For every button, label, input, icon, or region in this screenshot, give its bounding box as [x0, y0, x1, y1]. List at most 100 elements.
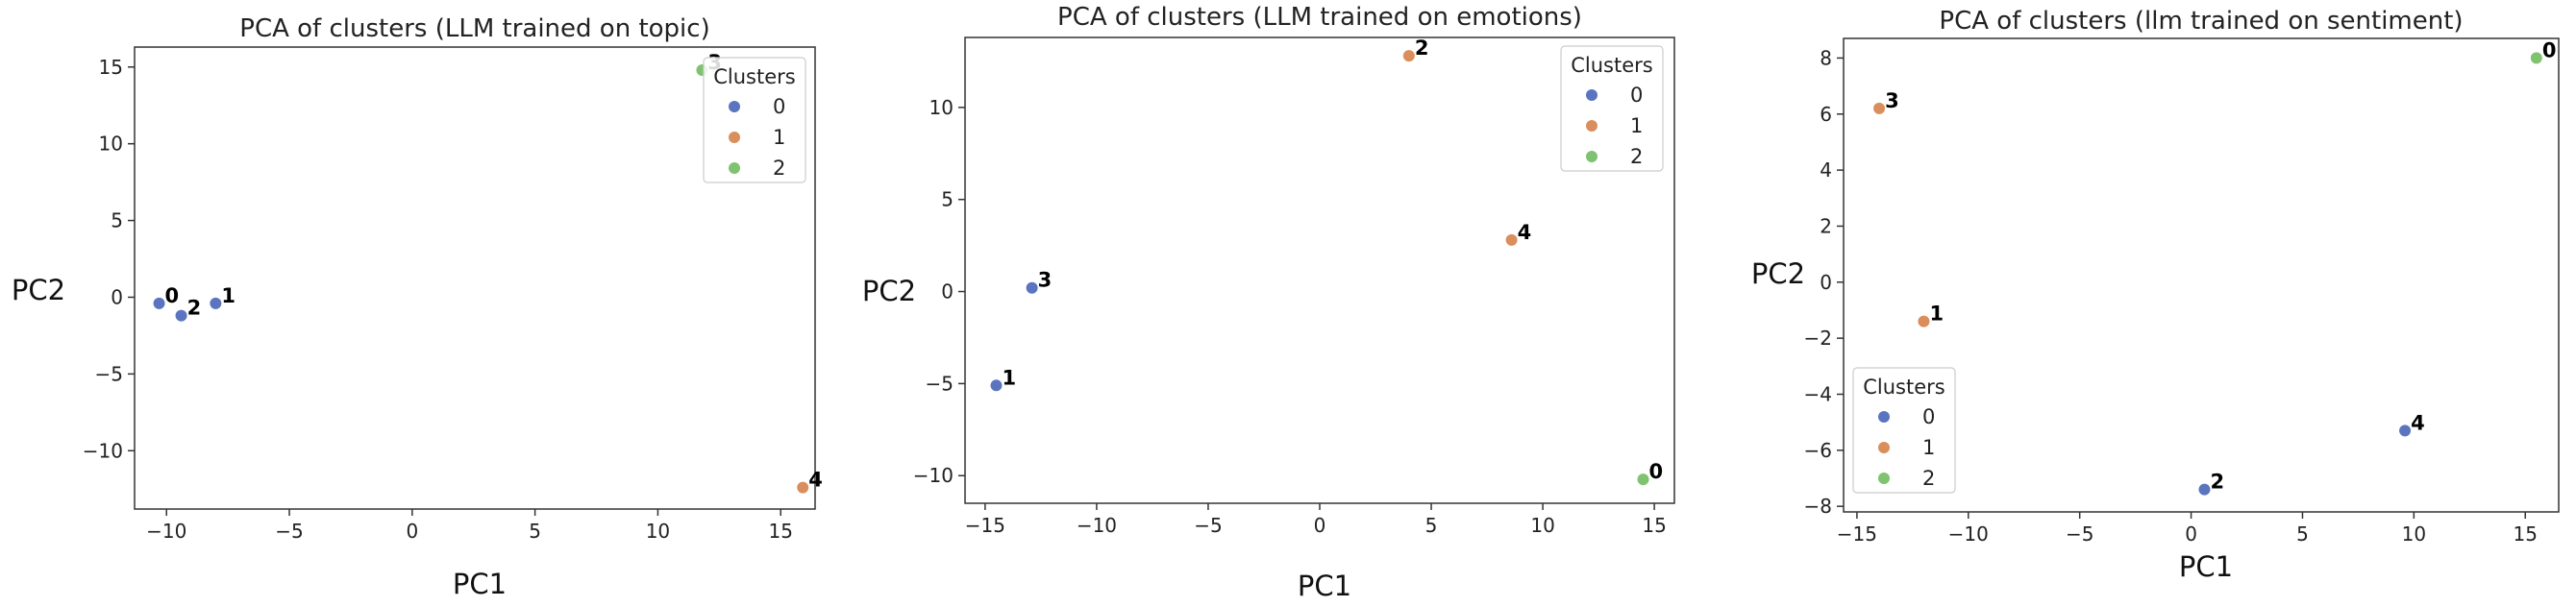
legend-box: [1560, 45, 1664, 172]
point-label: 0: [165, 284, 180, 307]
y-tick-label: 6: [1820, 103, 1832, 126]
legend-marker: [729, 101, 740, 112]
legend-marker: [1878, 473, 1890, 484]
legend-entry: 0: [1630, 84, 1643, 107]
point-label: 1: [1002, 366, 1016, 389]
point-label: 2: [1415, 36, 1429, 60]
scatter-point: [2399, 425, 2412, 437]
point-label: 0: [2542, 38, 2557, 61]
y-tick-label: 10: [99, 133, 123, 156]
y-tick-label: 0: [111, 285, 123, 308]
y-tick-label: 0: [1820, 271, 1832, 294]
x-tick-label: −10: [146, 520, 186, 543]
y-tick-label: 4: [1820, 158, 1832, 182]
x-tick-label: 15: [2514, 522, 2538, 546]
legend: Clusters 0 1 2: [1560, 45, 1664, 172]
scatter-point: [2530, 52, 2542, 64]
x-tick-label: 0: [2185, 522, 2197, 546]
legend-entry: 1: [773, 126, 785, 149]
legend-box: [703, 57, 806, 183]
scatter-point: [210, 297, 222, 309]
x-tick-label: −5: [1194, 514, 1222, 537]
legend-title: Clusters: [713, 65, 795, 88]
point-label: 0: [1649, 460, 1664, 483]
y-tick-label: 15: [99, 56, 123, 79]
scatter-point: [1505, 233, 1518, 246]
scatter-point: [797, 481, 809, 494]
x-tick-label: 10: [2402, 522, 2426, 546]
scatter-point: [1873, 102, 1886, 114]
point-label: 4: [1518, 221, 1532, 244]
x-tick-label: 5: [1425, 514, 1438, 537]
chart-panel-1: PCA of clusters (LLM trained on topic) −1…: [12, 14, 823, 600]
scatter-point: [1402, 50, 1415, 62]
x-tick-label: −5: [275, 520, 303, 543]
legend-marker: [1878, 442, 1890, 453]
legend-marker: [1586, 89, 1598, 101]
plot-frame: [134, 46, 816, 510]
legend-box: [1852, 367, 1956, 494]
x-tick-label: −10: [1077, 514, 1117, 537]
chart-title: PCA of clusters (llm trained on sentimen…: [1939, 7, 2463, 36]
point-label: 3: [1038, 269, 1053, 292]
legend-marker: [1586, 120, 1598, 132]
x-axis-label: PC1: [453, 568, 507, 600]
x-axis-label: PC1: [1298, 570, 1351, 602]
x-tick-label: 10: [1530, 514, 1554, 537]
y-tick-label: 5: [941, 188, 954, 211]
plot-frame: [1843, 37, 2560, 513]
scatter-point: [175, 309, 187, 322]
legend-entry: 2: [1630, 145, 1643, 168]
x-tick-label: 5: [529, 520, 541, 543]
chart-title: PCA of clusters (LLM trained on topic): [239, 14, 709, 43]
y-tick-label: −5: [95, 362, 123, 385]
legend: Clusters 0 1 2: [1852, 367, 1956, 494]
x-tick-label: −10: [1948, 522, 1989, 546]
legend-entry: 0: [773, 95, 785, 118]
point-label: 3: [1885, 89, 1899, 112]
legend-entry: 2: [1922, 467, 1935, 490]
legend: Clusters 0 1 2: [703, 57, 806, 183]
chart-panel-3: PCA of clusters (llm trained on sentimen…: [1751, 7, 2560, 583]
y-axis-label: PC2: [862, 275, 916, 307]
legend-marker: [729, 132, 740, 143]
legend-marker: [729, 162, 740, 174]
chart-panel-2: PCA of clusters (LLM trained on emotions…: [862, 3, 1675, 602]
point-label: 4: [808, 469, 823, 492]
y-tick-label: −8: [1804, 495, 1832, 518]
x-tick-label: −15: [965, 514, 1005, 537]
legend-marker: [1878, 411, 1890, 423]
point-label: 4: [2411, 411, 2425, 434]
scatter-point: [1918, 315, 1930, 328]
y-tick-label: −6: [1804, 439, 1832, 462]
legend-title: Clusters: [1571, 54, 1652, 77]
legend-entry: 1: [1630, 114, 1643, 137]
scatter-point: [1026, 281, 1038, 294]
x-axis-label: PC1: [2179, 550, 2233, 583]
x-tick-label: 5: [2296, 522, 2309, 546]
scatter-point: [1637, 473, 1649, 486]
legend-title: Clusters: [1863, 376, 1944, 399]
y-tick-label: −10: [83, 439, 123, 462]
y-tick-label: 8: [1820, 46, 1832, 69]
y-tick-label: 0: [941, 280, 954, 304]
x-tick-label: −5: [2066, 522, 2093, 546]
x-tick-label: 15: [768, 520, 792, 543]
scatter-point: [2198, 483, 2211, 496]
point-label: 2: [187, 297, 202, 320]
y-tick-label: −2: [1804, 327, 1832, 350]
y-tick-label: −4: [1804, 382, 1832, 405]
y-tick-label: 5: [111, 209, 123, 232]
x-tick-label: 0: [1314, 514, 1326, 537]
legend-marker: [1586, 151, 1598, 162]
y-tick-label: 10: [929, 96, 954, 119]
legend-entry: 2: [773, 157, 785, 180]
x-tick-label: −15: [1837, 522, 1877, 546]
y-tick-label: −5: [926, 372, 954, 395]
point-label: 1: [221, 284, 235, 307]
y-axis-label: PC2: [12, 274, 65, 306]
x-tick-label: 15: [1642, 514, 1666, 537]
y-axis-label: PC2: [1751, 257, 1805, 290]
x-tick-label: 0: [406, 520, 418, 543]
